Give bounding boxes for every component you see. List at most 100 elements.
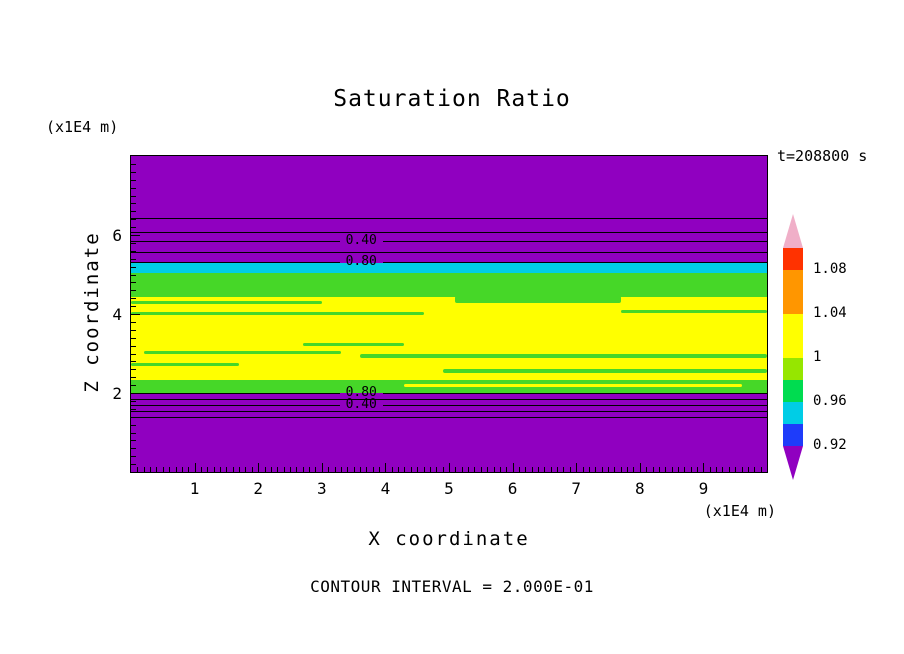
x-tick-label: 8 (634, 479, 645, 498)
x-minor-tick (716, 467, 718, 472)
x-minor-tick (200, 467, 202, 472)
colorbar-segment (783, 270, 803, 314)
x-minor-tick (735, 467, 737, 472)
x-major-tick (512, 463, 514, 472)
x-minor-tick (499, 467, 501, 472)
y-minor-tick (131, 456, 136, 458)
x-minor-tick (353, 467, 355, 472)
y-minor-tick (131, 408, 136, 410)
x-minor-tick (391, 467, 393, 472)
x-minor-tick (601, 467, 603, 472)
colorbar-tick-label: 1.04 (813, 305, 847, 321)
x-minor-tick (557, 467, 559, 472)
x-minor-tick (627, 467, 629, 472)
x-minor-tick (417, 467, 419, 472)
x-minor-tick (506, 467, 508, 472)
x-minor-tick (277, 467, 279, 472)
x-minor-tick (372, 467, 374, 472)
x-major-tick (194, 463, 196, 472)
y-minor-tick (131, 203, 136, 205)
y-minor-tick (131, 195, 136, 197)
plot-area: 0.40 0.80 0.80 0.40 (130, 155, 768, 473)
y-minor-tick (131, 440, 136, 442)
x-minor-tick (328, 467, 330, 472)
y-minor-tick (131, 187, 136, 189)
colorbar-tick-label: 1 (813, 349, 822, 365)
chart-title: Saturation Ratio (333, 86, 571, 112)
x-minor-tick (239, 467, 241, 472)
y-minor-tick (131, 464, 136, 466)
x-axis-unit-label: (x1E4 m) (703, 502, 776, 520)
x-minor-tick (487, 467, 489, 472)
y-major-tick (131, 235, 140, 236)
x-minor-tick (436, 467, 438, 472)
contour-line (131, 261, 340, 263)
x-minor-tick (455, 467, 457, 472)
x-minor-tick (722, 467, 724, 472)
colorbar-tick-label: 1.08 (813, 261, 847, 277)
y-minor-tick (131, 163, 136, 165)
x-tick-label: 3 (316, 479, 327, 498)
field-streak (442, 368, 767, 373)
x-tick-label: 1 (189, 479, 200, 498)
y-minor-tick (131, 242, 136, 244)
x-minor-tick (156, 467, 158, 472)
x-minor-tick (468, 467, 470, 472)
x-minor-tick (684, 467, 686, 472)
y-minor-tick (131, 219, 136, 221)
x-minor-tick (207, 467, 209, 472)
contour-line (131, 417, 767, 419)
colorbar-segment (783, 380, 803, 402)
x-tick-label: 2 (253, 479, 264, 498)
x-tick-label: 4 (380, 479, 391, 498)
colorbar-segment (783, 314, 803, 358)
x-major-tick (385, 463, 387, 472)
y-minor-tick (131, 171, 136, 173)
x-minor-tick (143, 467, 145, 472)
x-tick-label: 5 (444, 479, 454, 498)
y-tick-label: 2 (112, 384, 122, 403)
x-minor-tick (137, 467, 139, 472)
contour-line (382, 261, 767, 263)
x-minor-tick (677, 467, 679, 472)
x-minor-tick (569, 467, 571, 472)
y-minor-tick (131, 274, 136, 276)
contour-line (131, 251, 767, 253)
x-minor-tick (302, 467, 304, 472)
x-minor-tick (563, 467, 565, 472)
x-major-tick (321, 463, 323, 472)
contour-line (382, 404, 767, 406)
x-minor-tick (334, 467, 336, 472)
x-minor-tick (169, 467, 171, 472)
x-minor-tick (493, 467, 495, 472)
x-minor-tick (754, 467, 756, 472)
field-streak (131, 300, 322, 304)
x-minor-tick (379, 467, 381, 472)
x-minor-tick (741, 467, 743, 472)
x-minor-tick (410, 467, 412, 472)
x-tick-label: 9 (698, 479, 709, 498)
x-minor-tick (315, 467, 317, 472)
x-minor-tick (181, 467, 183, 472)
x-minor-tick (608, 467, 609, 472)
x-minor-tick (309, 467, 311, 472)
x-minor-tick (245, 467, 247, 472)
contour-line (131, 393, 340, 394)
contour-line (131, 240, 340, 242)
x-minor-tick (620, 467, 622, 472)
y-minor-tick (131, 424, 136, 426)
x-minor-tick (582, 467, 584, 472)
x-axis-title: X coordinate (368, 528, 530, 550)
y-axis-unit-label: (x1E4 m) (46, 118, 119, 136)
x-minor-tick (150, 467, 152, 472)
x-minor-tick (251, 467, 253, 472)
y-major-tick (131, 393, 140, 394)
colorbar-segment (783, 402, 803, 424)
contour-label: 0.80 (345, 253, 377, 269)
x-minor-tick (366, 467, 368, 472)
x-minor-tick (232, 467, 234, 472)
x-minor-tick (538, 467, 540, 472)
x-minor-tick (671, 467, 673, 472)
x-minor-tick (226, 467, 228, 472)
